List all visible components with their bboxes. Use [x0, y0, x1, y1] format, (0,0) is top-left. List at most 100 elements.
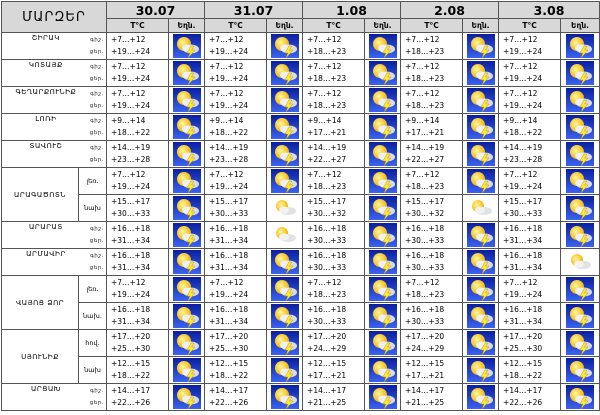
temperature-cell: +16…+18 +31…+34	[106, 221, 169, 249]
day-temp: +24…+29	[307, 344, 347, 353]
day-temp: +18…+23	[405, 101, 445, 110]
night-label: գիշ.	[90, 253, 104, 259]
day-temp: +19…+24	[209, 101, 249, 110]
temperature-cell: +12…+15 +17…+21	[400, 356, 464, 384]
day-temp: +22…+26	[209, 398, 249, 407]
day-temp: +22…+26	[111, 398, 151, 407]
period-labels: գիշ. ցեր.	[90, 142, 104, 166]
region-name: ԼՈՌԻ գիշ. ցեր.	[1, 113, 107, 141]
table-title: ՄԱՐԶԵՐ	[1, 1, 107, 33]
night-temp: +17…+20	[405, 332, 445, 341]
night-temp: +16…+18	[111, 251, 151, 260]
sun-storm-icon	[167, 194, 206, 222]
zone-label: նախ.	[78, 302, 107, 330]
sun-storm-icon	[560, 113, 600, 141]
sun-storm-icon	[560, 167, 600, 195]
day-temp: +19…+24	[503, 47, 543, 56]
night-temp: +16…+18	[307, 224, 347, 233]
temperature-cell: +17…+20 +25…+30	[204, 329, 268, 357]
day-temp: +30…+32	[405, 209, 445, 218]
day-label: ցեր.	[89, 265, 104, 271]
temp-header: T°C	[498, 18, 562, 33]
sun-cloud-icon	[462, 194, 500, 222]
day-temp: +19…+24	[503, 101, 543, 110]
day-temp: +30…+33	[307, 236, 347, 245]
period-labels: գիշ. ցեր.	[90, 88, 104, 112]
region-name: ԱՐԱՐԱՏ գիշ. ցեր.	[1, 221, 107, 249]
day-label: ցեր.	[89, 157, 104, 163]
sun-storm-icon	[462, 32, 500, 60]
temperature-cell: +16…+18 +30…+33	[302, 221, 366, 249]
day-temp: +30…+33	[111, 209, 151, 218]
temperature-cell: +17…+20 +25…+30	[498, 329, 562, 357]
temperature-cell: +7…+12 +19…+24	[498, 167, 562, 195]
temperature-cell: +17…+20 +24…+29	[302, 329, 366, 357]
day-temp: +18…+23	[307, 101, 347, 110]
sun-storm-icon	[266, 302, 304, 330]
night-temp: +12…+15	[307, 359, 347, 368]
period-labels: գիշ. ցեր.	[90, 250, 104, 274]
sun-storm-icon	[266, 113, 304, 141]
night-temp: +7…+12	[503, 278, 538, 287]
sun-storm-icon	[167, 32, 206, 60]
temperature-cell: +9…+14 +17…+21	[400, 113, 464, 141]
day-temp: +19…+24	[111, 47, 151, 56]
sun-storm-icon	[167, 221, 206, 249]
night-temp: +7…+12	[405, 278, 440, 287]
period-labels: գիշ. ցեր.	[90, 223, 104, 247]
sun-storm-icon	[266, 275, 304, 303]
day-temp: +21…+25	[405, 398, 445, 407]
day-temp: +30…+32	[307, 209, 347, 218]
sun-storm-icon	[462, 302, 500, 330]
sun-storm-icon	[560, 59, 600, 87]
sun-storm-icon	[462, 140, 500, 168]
night-temp: +14…+17	[209, 386, 249, 395]
night-temp: +7…+12	[503, 62, 538, 71]
day-temp: +18…+23	[307, 74, 347, 83]
day-temp: +25…+30	[503, 344, 543, 353]
temperature-cell: +14…+19 +22…+27	[302, 140, 366, 168]
day-temp: +25…+30	[209, 344, 249, 353]
sun-cloud-icon	[560, 248, 600, 276]
night-temp: +16…+18	[111, 224, 151, 233]
night-label: գիշ.	[90, 388, 104, 394]
sun-storm-icon	[167, 59, 206, 87]
night-temp: +12…+15	[405, 359, 445, 368]
sun-storm-icon	[462, 248, 500, 276]
sun-storm-icon	[364, 59, 402, 87]
sun-cloud-icon	[266, 221, 304, 249]
sun-storm-icon	[462, 329, 500, 357]
night-temp: +14…+19	[307, 143, 347, 152]
sun-storm-icon	[266, 59, 304, 87]
table-row: նախ. +16…+18 +31…+34 +16…+18 +31…+34 +16…+18 +…	[2, 302, 600, 330]
night-temp: +14…+17	[405, 386, 445, 395]
night-temp: +17…+20	[503, 332, 543, 341]
day-temp: +30…+33	[307, 263, 347, 272]
night-temp: +7…+12	[209, 170, 244, 179]
sun-storm-icon	[167, 86, 206, 114]
sun-storm-icon	[167, 167, 206, 195]
sun-cloud-icon	[266, 194, 304, 222]
sun-storm-icon	[364, 221, 402, 249]
temperature-cell: +7…+12 +18…+23	[302, 86, 366, 114]
night-temp: +16…+18	[405, 305, 445, 314]
zone-label: նախ	[78, 194, 107, 222]
temp-header: T°C	[106, 18, 169, 33]
date-header: 2.08	[400, 1, 500, 19]
table-row: ԱՐԱՐԱՏ գիշ. ցեր. +16…+18 +31…+34 +16…+18 +31…+…	[1, 221, 600, 249]
temperature-cell: +14…+17 +22…+26	[204, 383, 268, 411]
day-temp: +31…+34	[111, 263, 151, 272]
temperature-cell: +16…+18 +31…+34	[498, 248, 562, 276]
temperature-cell: +7…+12 +19…+24	[204, 86, 268, 114]
temperature-cell: +16…+18 +31…+34	[204, 221, 268, 249]
sun-storm-icon	[560, 356, 600, 384]
table-row: ԿՈՏԱՅՔ գիշ. ցեր. +7…+12 +19…+24 +7…+12 +19…+24…	[1, 59, 600, 87]
night-temp: +16…+18	[307, 305, 347, 314]
day-temp: +19…+24	[111, 290, 151, 299]
day-temp: +17…+21	[307, 128, 347, 137]
sun-storm-icon	[364, 86, 402, 114]
night-temp: +7…+12	[111, 62, 146, 71]
day-temp: +17…+21	[307, 371, 347, 380]
day-label: ցեր.	[89, 49, 104, 55]
sun-storm-icon	[560, 383, 600, 411]
